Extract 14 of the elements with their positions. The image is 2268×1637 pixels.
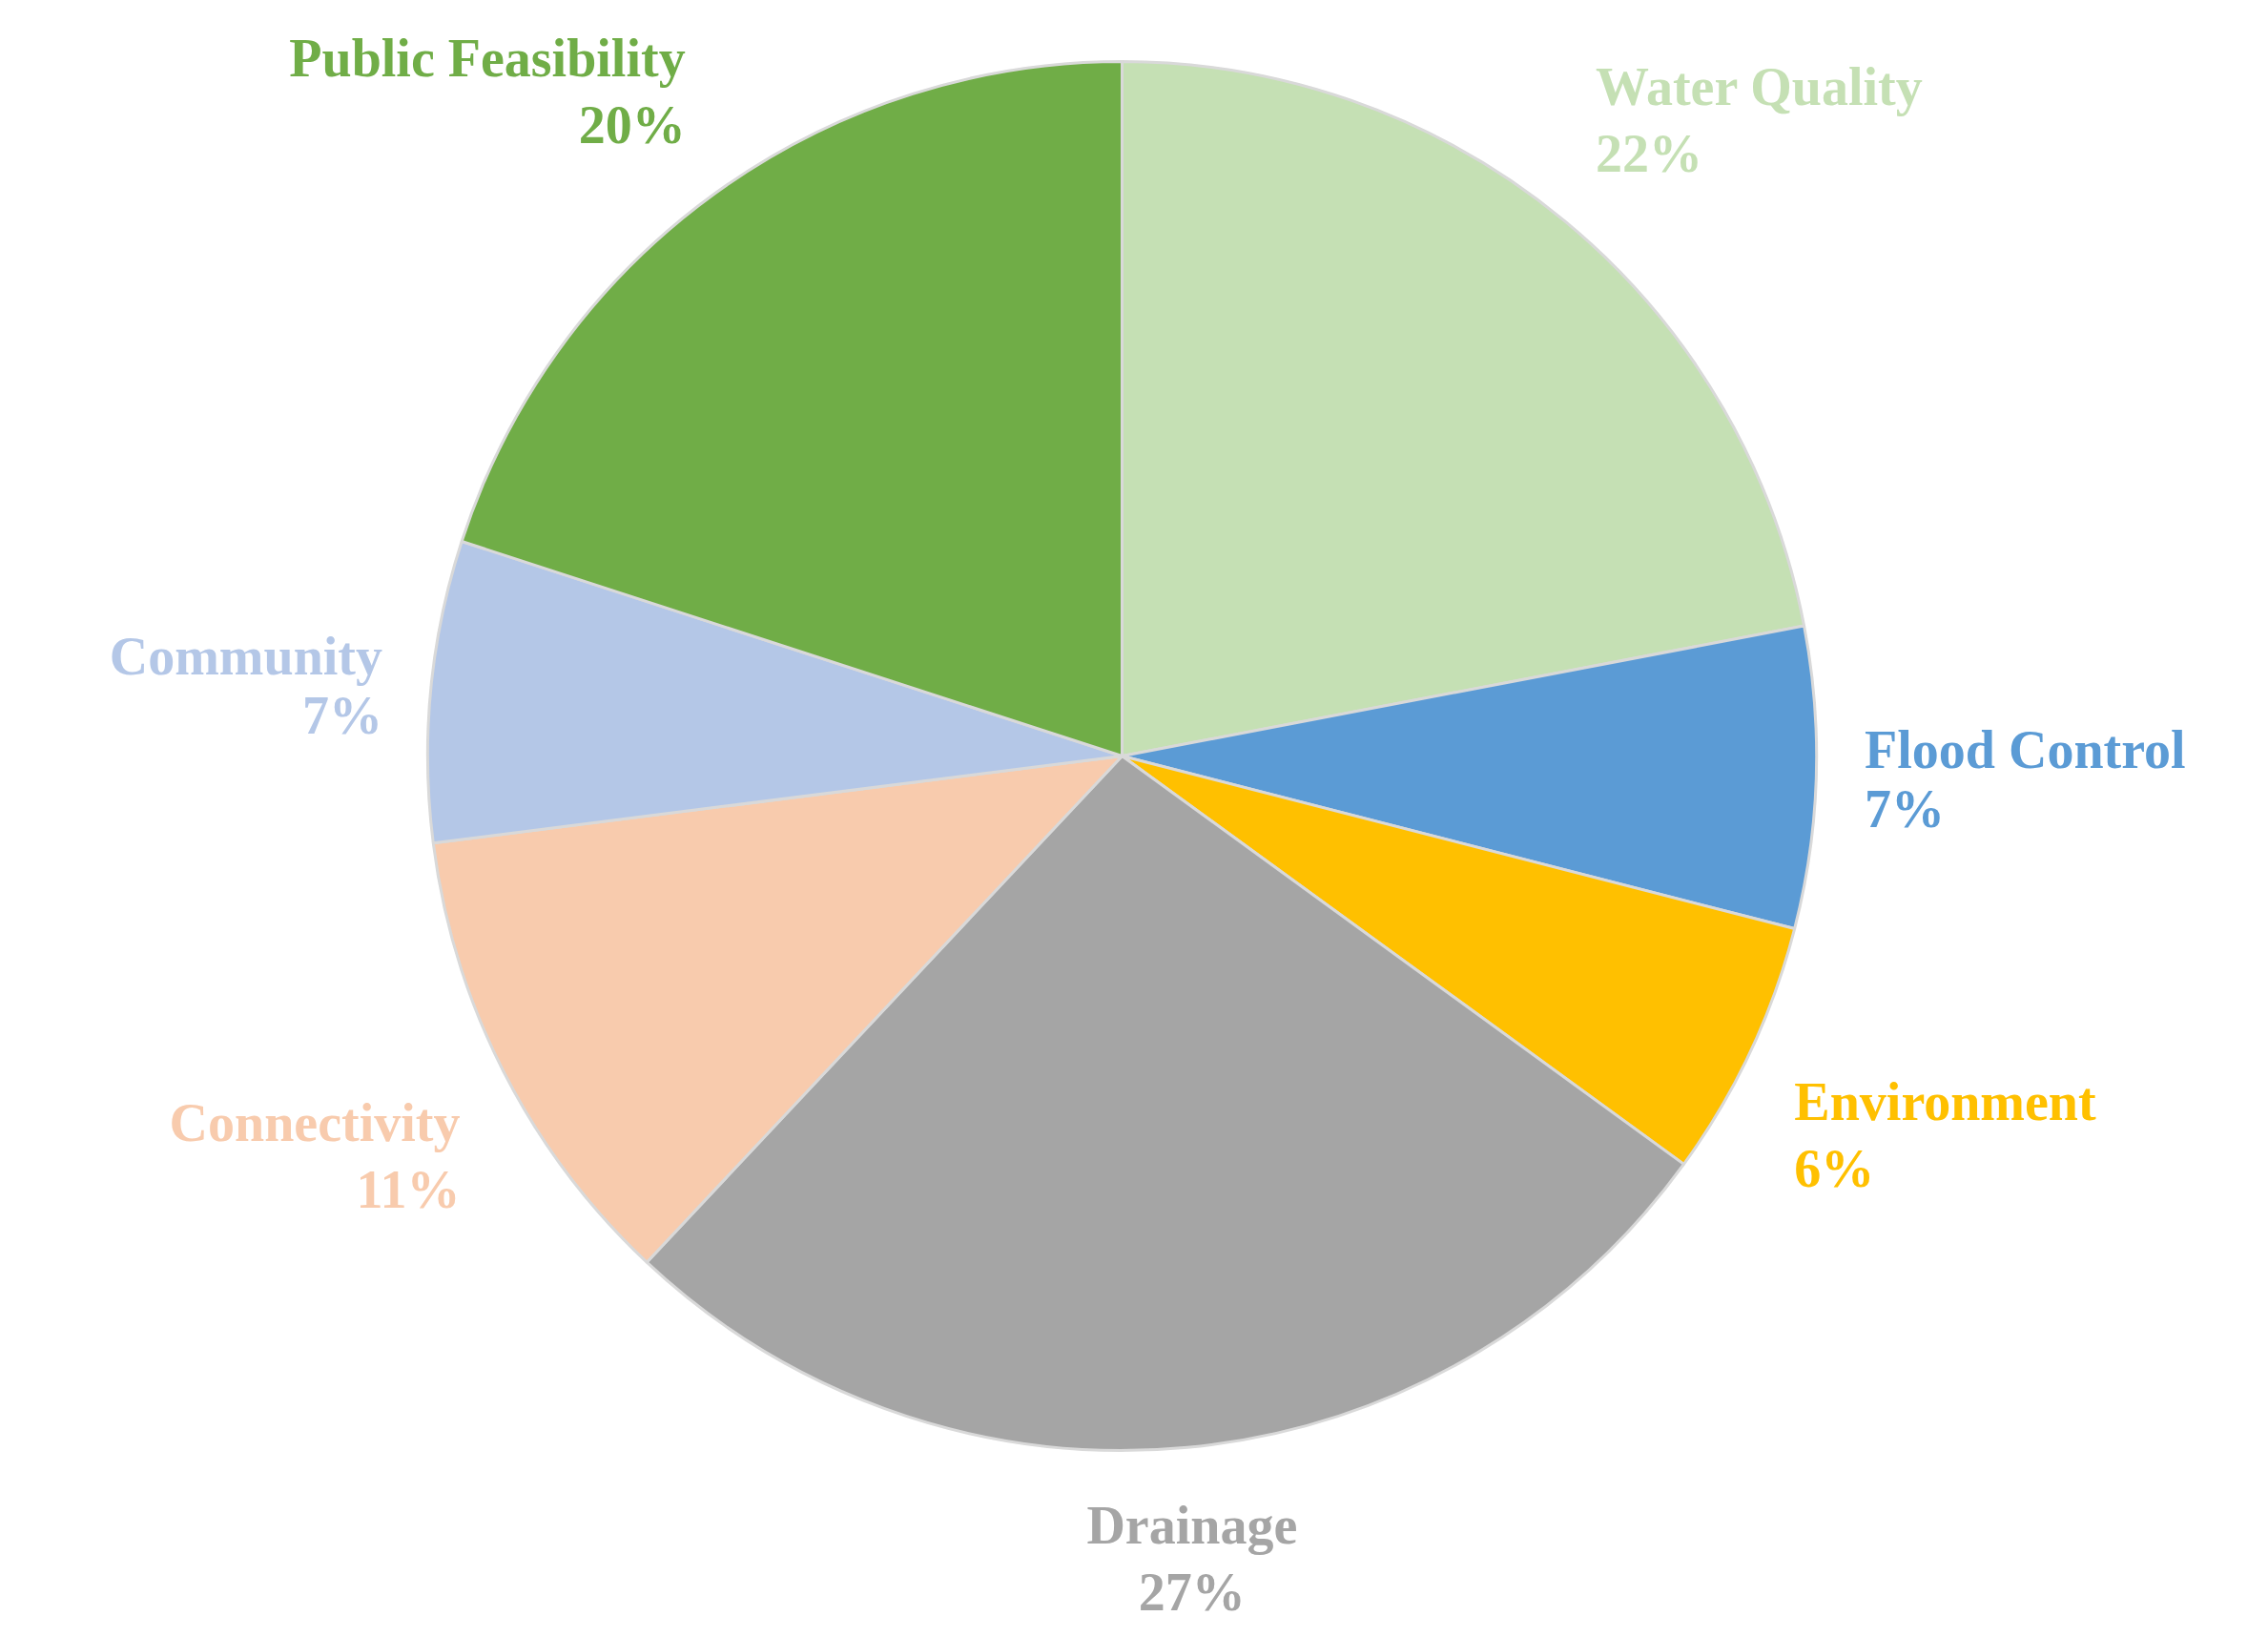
slice-label: Community xyxy=(109,627,382,687)
data-label: 22% xyxy=(1596,124,1703,184)
slice-label: Water Quality xyxy=(1596,57,1923,117)
data-label: 6% xyxy=(1794,1139,1875,1199)
data-label: 7% xyxy=(1865,778,1946,839)
data-label: 27% xyxy=(1138,1563,1246,1622)
data-label: 11% xyxy=(356,1160,461,1220)
slice-label: Environment xyxy=(1794,1072,2097,1132)
slice-label: Flood Control xyxy=(1865,719,2186,779)
data-label: 7% xyxy=(302,686,382,746)
slice-label: Drainage xyxy=(1086,1496,1298,1555)
slice-label: Public Feasibility xyxy=(289,29,686,89)
data-label: 20% xyxy=(578,95,686,155)
slice-label: Connectivity xyxy=(169,1093,461,1153)
